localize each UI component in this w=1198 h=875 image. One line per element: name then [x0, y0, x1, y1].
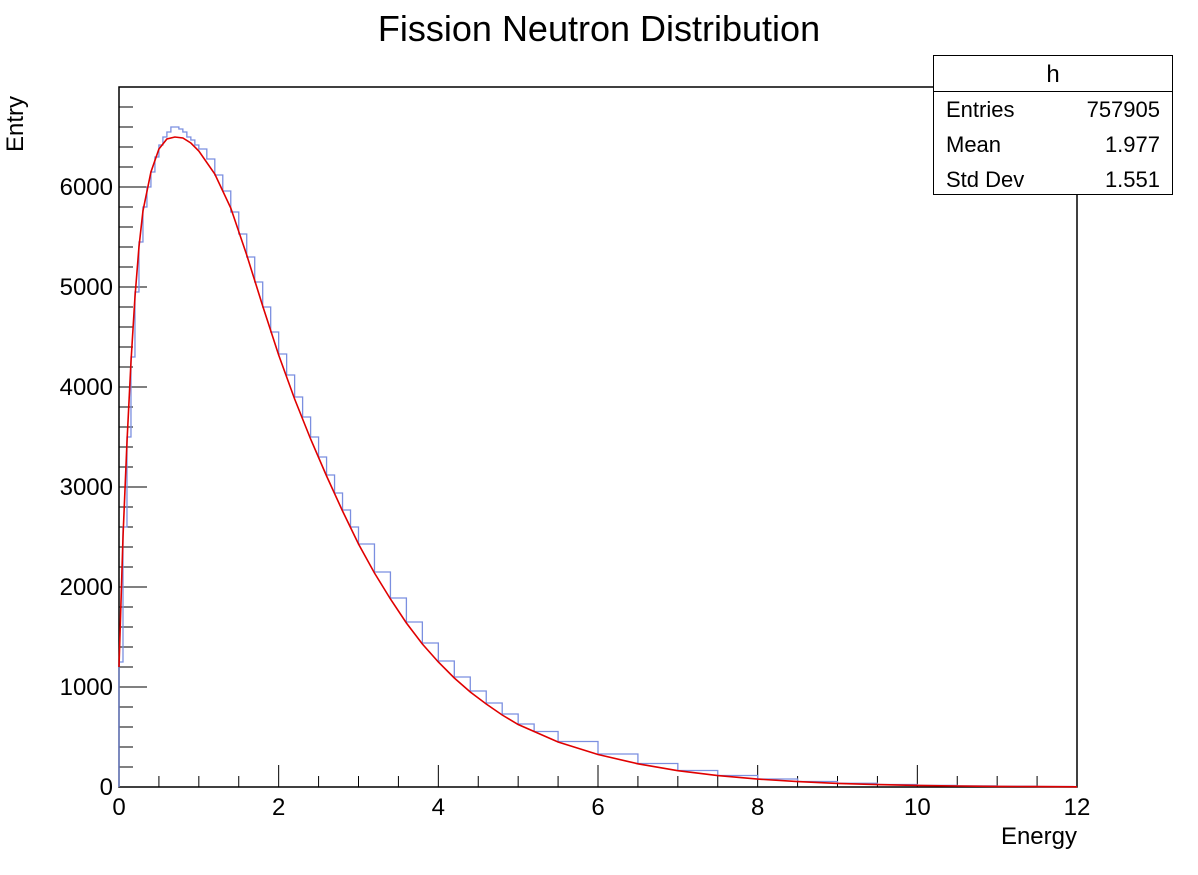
x-tick-label: 12 [1064, 794, 1091, 821]
y-axis-label: Entry [2, 95, 29, 152]
x-tick-label: 6 [591, 794, 604, 821]
stats-row-entries: Entries 757905 [934, 92, 1172, 127]
y-tick-label: 1000 [60, 674, 113, 701]
x-axis-label: Energy [1001, 823, 1077, 850]
histogram-series [118, 126, 1077, 788]
x-tick-label: 2 [272, 794, 285, 821]
stats-row-mean: Mean 1.977 [934, 127, 1172, 162]
x-tick-label: 4 [432, 794, 445, 821]
y-tick-label: 6000 [60, 174, 113, 201]
x-tick-label: 0 [112, 794, 125, 821]
y-tick-label: 2000 [60, 574, 113, 601]
data-series [118, 126, 1078, 788]
y-tick-label: 0 [100, 774, 113, 801]
stats-stddev-value: 1.551 [1104, 167, 1160, 192]
stats-box: h Entries 757905 Mean 1.977 Std Dev 1.55… [933, 55, 1173, 195]
y-tick-label: 5000 [60, 274, 113, 301]
stats-entries-label: Entries [946, 97, 1015, 122]
fit-curve [118, 136, 1078, 788]
stats-title: h [934, 56, 1172, 92]
y-tick-label: 3000 [60, 474, 113, 501]
y-tick-label: 4000 [60, 374, 113, 401]
x-tick-label: 10 [904, 794, 931, 821]
stats-entries-value: 757905 [1086, 97, 1160, 122]
stats-stddev-label: Std Dev [946, 167, 1025, 192]
chart-title: Fission Neutron Distribution [377, 8, 821, 49]
x-tick-label: 8 [751, 794, 764, 821]
stats-mean-label: Mean [946, 132, 1002, 157]
stats-mean-value: 1.977 [1104, 132, 1160, 157]
axis-tick-labels: 0 2 4 6 8 10 12 0 1000 2000 3000 4000 5000 6000 [60, 174, 1091, 821]
stats-row-stddev: Std Dev 1.551 [934, 162, 1172, 197]
